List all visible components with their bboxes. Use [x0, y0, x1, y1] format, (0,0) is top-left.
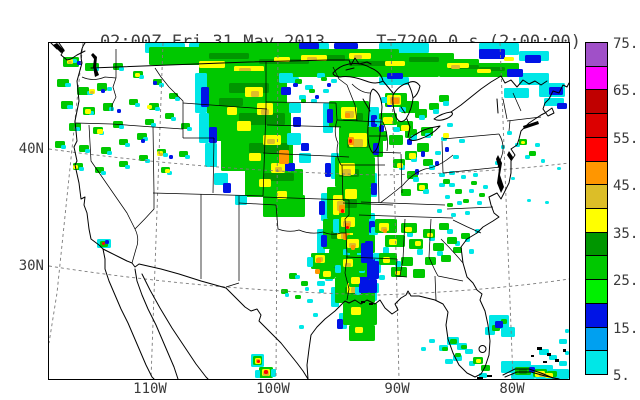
precip-eastcoast-specks-yellow: [521, 141, 525, 144]
map-svg: [49, 43, 569, 379]
lat-label-40n: 40N: [18, 141, 44, 157]
precip-stx-cell-a-red: [257, 360, 260, 363]
colorbar-label-15: 15.: [613, 320, 639, 337]
colorbar-label-5: 5.: [613, 368, 630, 384]
colorbar-cell-5-10: [585, 350, 608, 375]
precip-southeast-red: [346, 226, 349, 229]
lat-label-30n: 30N: [18, 258, 44, 274]
lon-label-80w: 80W: [499, 381, 525, 397]
precip-montana-orange: [279, 150, 289, 164]
colorbar-cell-15-20: [585, 303, 608, 328]
precip-north-band-yellow: [199, 53, 514, 73]
lon-label-100w: 100W: [256, 381, 290, 397]
precip-pacnw-green: [55, 57, 190, 173]
precip-arizona-cell-blue: [105, 240, 109, 244]
precip-ohiovalley-cyan: [437, 173, 488, 217]
precip-florida-blue: [495, 321, 503, 328]
colorbar-cell-55-60: [585, 113, 608, 138]
gridline-30n: [49, 265, 569, 296]
precip-texas-cluster-orange: [315, 258, 321, 274]
colorbar-cell-65-70: [585, 66, 608, 90]
colorbar-cell-40-45: [585, 184, 608, 209]
colorbar-cell-45-50: [585, 161, 608, 185]
lon-label-110w: 110W: [133, 381, 167, 397]
precip-montana-blue: [201, 87, 309, 193]
precip-texas-cluster-cyan: [285, 257, 341, 329]
precip-pacnw-gold: [68, 61, 163, 156]
precip-florida-yellow: [476, 359, 481, 363]
water-island-fills: [53, 43, 566, 379]
precip-stx-cell-b-red: [264, 370, 268, 374]
precip-montana-gold: [251, 91, 282, 172]
colorbar-label-55: 55.: [613, 130, 639, 147]
precip-pacnw-yellow: [67, 59, 170, 173]
colorbar-cell-50-55: [585, 137, 608, 162]
colorbar-cell-10-15: [585, 327, 608, 351]
gridline-80w: [499, 43, 514, 379]
precip-dakotas-blue: [293, 83, 331, 99]
state-boundaries: [75, 49, 542, 301]
precip-central-band-red: [341, 139, 352, 213]
colorbar-cell-25-30: [585, 255, 608, 280]
precip-pacnw-blue: [77, 61, 173, 159]
precipitation-layer: [55, 43, 569, 379]
lon-label-90w: 90W: [384, 381, 410, 397]
colorbar-label-25: 25.: [613, 273, 639, 290]
colorbar-cell-35-40: [585, 208, 608, 233]
coastlines: [50, 43, 569, 379]
colorbar-cell-20-25: [585, 279, 608, 304]
colorbar-cell-60-65: [585, 89, 608, 114]
gridline-110w: [150, 43, 164, 379]
colorbar-label-35: 35.: [613, 225, 639, 242]
colorbar: [585, 42, 608, 375]
colorbar-label-65: 65.: [613, 83, 639, 100]
colorbar-label-75: 75.: [613, 36, 639, 52]
gridline-100w: [275, 43, 279, 379]
precip-arizona-cell-red: [102, 242, 105, 245]
gridline-40n: [49, 148, 569, 176]
colorbar-label-45: 45.: [613, 178, 639, 195]
colorbar-cell-30-35: [585, 232, 608, 256]
map-canvas: [48, 42, 570, 380]
precip-stx-cell-b-cyan: [255, 369, 276, 378]
precip-dakotas-cyan: [289, 73, 337, 103]
colorbar-cell-70-75: [585, 42, 608, 67]
precip-ohiovalley-green: [443, 179, 485, 207]
precip-dakotas-green: [295, 77, 327, 103]
